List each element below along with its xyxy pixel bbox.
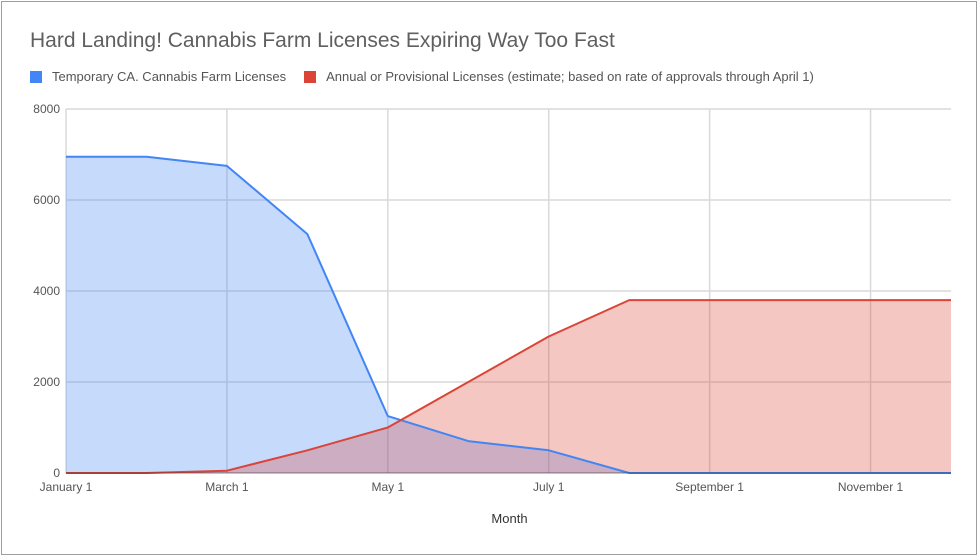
legend-label: Temporary CA. Cannabis Farm Licenses <box>52 69 287 84</box>
y-tick-label: 6000 <box>33 193 60 207</box>
legend-swatch-red <box>304 70 317 83</box>
y-tick-label: 4000 <box>33 284 60 298</box>
x-tick-label: November 1 <box>838 480 904 494</box>
chart-title: Hard Landing! Cannabis Farm Licenses Exp… <box>30 29 615 52</box>
legend-item-temporary[interactable]: Temporary CA. Cannabis Farm Licenses <box>30 69 286 84</box>
legend-item-annual[interactable]: Annual or Provisional Licenses (estimate… <box>304 69 814 84</box>
y-tick-label: 2000 <box>33 375 60 389</box>
area-series-1 <box>66 300 951 473</box>
x-tick-label: January 1 <box>40 480 93 494</box>
x-tick-label: March 1 <box>205 480 249 494</box>
x-axis-title: Month <box>491 511 527 526</box>
legend-swatch-blue <box>30 70 42 83</box>
x-tick-label: May 1 <box>371 480 404 494</box>
legend: Temporary CA. Cannabis Farm Licenses Ann… <box>30 69 832 84</box>
y-tick-label: 8000 <box>33 102 60 116</box>
x-tick-label: September 1 <box>675 480 744 494</box>
y-tick-label: 0 <box>53 466 60 480</box>
line-series-1[interactable] <box>66 299 951 474</box>
legend-label: Annual or Provisional Licenses (estimate… <box>326 69 814 84</box>
x-tick-label: July 1 <box>533 480 565 494</box>
area-series-0 <box>66 156 951 474</box>
